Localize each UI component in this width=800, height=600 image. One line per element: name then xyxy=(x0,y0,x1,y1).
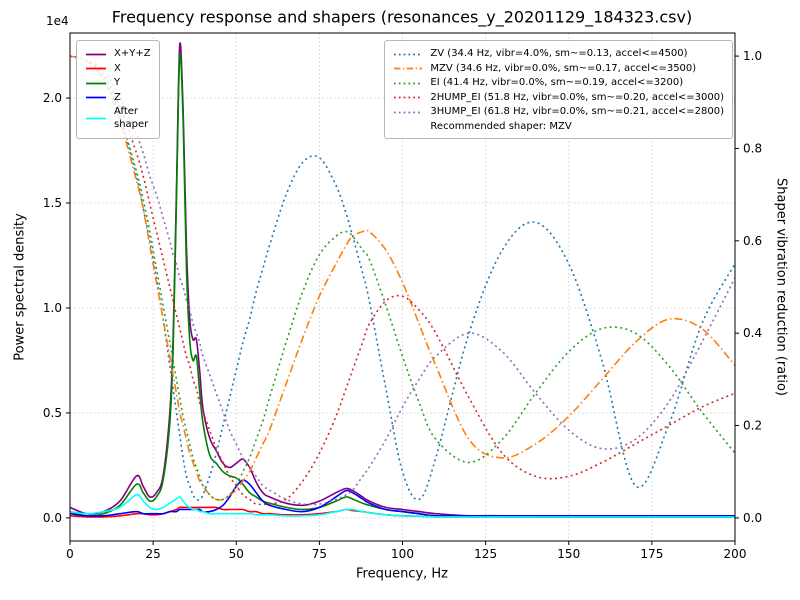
legend-item: X xyxy=(85,63,151,76)
x-tick-label: 75 xyxy=(312,547,327,561)
y-axis-offset-text: 1e4 xyxy=(46,14,69,28)
legend-item: Y xyxy=(85,77,151,90)
legend-label: ZV (34.4 Hz, vibr=4.0%, sm~=0.13, accel<… xyxy=(430,48,688,59)
y-right-tick-label: 1.0 xyxy=(743,49,762,63)
y-axis-label-left: Power spectral density xyxy=(12,213,28,361)
legend-line-sample xyxy=(394,96,423,99)
legend-item: 2HUMP_EI (51.8 Hz, vibr=0.0%, sm~=0.20, … xyxy=(393,92,724,105)
legend-line-sample xyxy=(86,53,106,56)
legend-item: After shaper xyxy=(85,106,151,131)
x-tick-label: 150 xyxy=(557,547,580,561)
y-right-tick-label: 0.4 xyxy=(743,326,762,340)
y-left-tick-label: 1.0 xyxy=(43,301,62,315)
line-after-shaper xyxy=(70,493,735,518)
legend-label: Y xyxy=(114,77,121,88)
psd-series xyxy=(70,42,735,518)
shaper-series xyxy=(70,55,735,506)
legend-line-sample xyxy=(86,117,106,120)
legend-label: EI (41.4 Hz, vibr=0.0%, sm~=0.19, accel<… xyxy=(430,77,684,88)
line-EI xyxy=(70,55,735,501)
legend-item: 3HUMP_EI (61.8 Hz, vibr=0.0%, sm~=0.21, … xyxy=(393,106,724,119)
legend-line-sample xyxy=(86,96,106,99)
recommended-shaper-note: Recommended shaper: MZV xyxy=(430,120,572,132)
line-MZV xyxy=(70,55,735,501)
x-axis-label: Frequency, Hz xyxy=(355,566,449,582)
legend-label: 3HUMP_EI (61.8 Hz, vibr=0.0%, sm~=0.21, … xyxy=(430,106,724,117)
legend-item: Z xyxy=(85,92,151,105)
x-tick-label: 25 xyxy=(145,547,160,561)
legend-label: After shaper xyxy=(114,106,149,130)
y-left-tick-label: 0.5 xyxy=(43,406,62,420)
legend-shapers: ZV (34.4 Hz, vibr=4.0%, sm~=0.13, accel<… xyxy=(384,40,733,139)
legend-line-sample xyxy=(394,82,423,85)
y-right-tick-label: 0.6 xyxy=(743,234,762,248)
legend-line-sample xyxy=(394,67,423,70)
y-right-tick-label: 0.0 xyxy=(743,511,762,525)
legend-psd: X+Y+Z X Y Z After shaper xyxy=(76,40,160,139)
legend-item: EI (41.4 Hz, vibr=0.0%, sm~=0.19, accel<… xyxy=(393,77,724,90)
chart-title: Frequency response and shapers (resonanc… xyxy=(111,7,693,27)
legend-line-sample xyxy=(394,111,423,114)
line-ZV xyxy=(70,55,735,501)
x-tick-label: 50 xyxy=(229,547,244,561)
legend-label: Z xyxy=(114,91,121,103)
x-tick-label: 100 xyxy=(391,547,414,561)
y-right-tick-label: 0.8 xyxy=(743,141,762,155)
line-2HUMP_EI xyxy=(70,55,735,506)
x-tick-label: 0 xyxy=(66,547,74,561)
y-left-tick-label: 0.0 xyxy=(43,511,62,525)
legend-line-sample xyxy=(86,67,106,70)
legend-label: X xyxy=(114,62,121,74)
line-xyz xyxy=(70,42,735,517)
legend-item: X+Y+Z xyxy=(85,48,151,61)
y-left-tick-label: 2.0 xyxy=(43,91,62,105)
y-right-tick-label: 0.2 xyxy=(743,419,762,433)
legend-item: ZV (34.4 Hz, vibr=4.0%, sm~=0.13, accel<… xyxy=(393,48,724,61)
y-left-tick-label: 1.5 xyxy=(43,196,62,210)
legend-label: MZV (34.6 Hz, vibr=0.0%, sm~=0.17, accel… xyxy=(430,62,697,74)
legend-label: X+Y+Z xyxy=(114,48,151,59)
legend-label: 2HUMP_EI (51.8 Hz, vibr=0.0%, sm~=0.20, … xyxy=(430,91,724,103)
legend-line-sample xyxy=(86,82,106,85)
y-axis-label-right: Shaper vibration reduction (ratio) xyxy=(773,178,789,396)
tick-labels: 0 25 50 75 100 125 150 175 200 0.0 0.5 1.0 1.5 2.0 0.0… xyxy=(43,49,762,561)
legend-line-sample xyxy=(394,53,423,56)
legend-item: MZV (34.6 Hz, vibr=0.0%, sm~=0.17, accel… xyxy=(393,63,724,76)
x-tick-label: 125 xyxy=(474,547,497,561)
x-tick-label: 200 xyxy=(724,547,747,561)
x-tick-label: 175 xyxy=(640,547,663,561)
